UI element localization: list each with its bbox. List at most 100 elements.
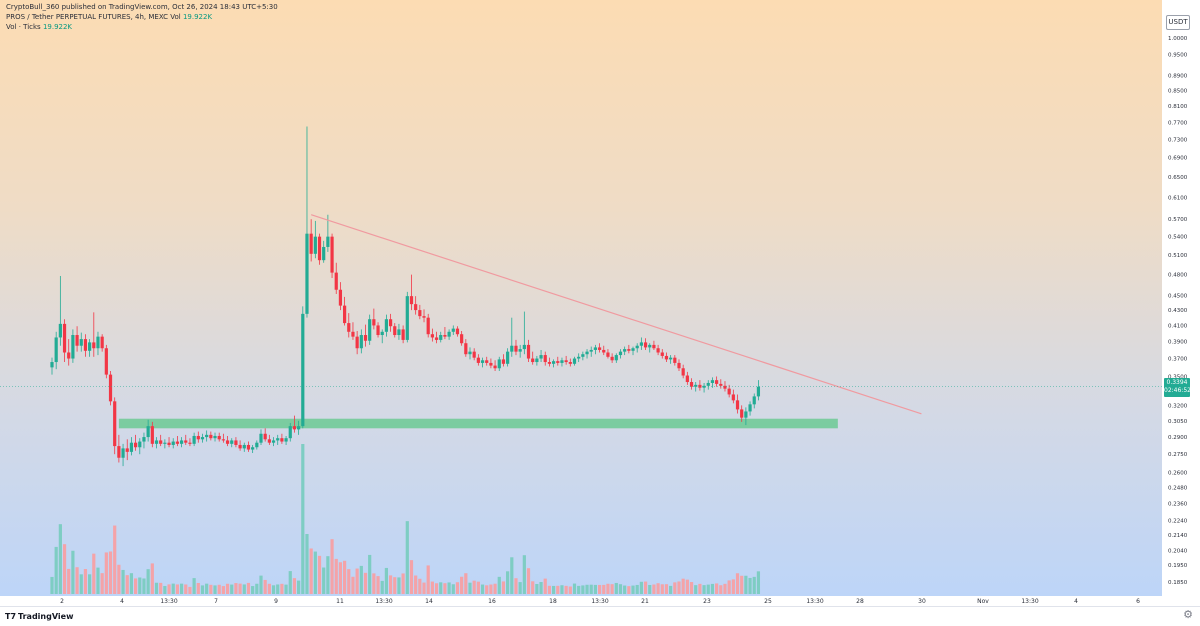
- volume-bar: [167, 584, 171, 594]
- candle: [284, 438, 288, 442]
- candle: [221, 439, 225, 441]
- volume-bar: [526, 568, 531, 594]
- volume-bar: [623, 585, 627, 594]
- price-tick-label: 0.3500: [1168, 374, 1188, 380]
- volume-bar: [334, 558, 338, 594]
- time-tick-label: 25: [764, 598, 772, 605]
- volume-bar: [631, 585, 635, 594]
- volume-bar: [292, 578, 297, 594]
- price-tick-label: 0.2040: [1168, 548, 1188, 554]
- volume-bar: [589, 584, 593, 594]
- candle: [338, 289, 343, 306]
- time-tick-label: 30: [918, 598, 926, 605]
- volume-bar: [363, 572, 368, 594]
- candle: [669, 357, 673, 360]
- time-tick-label: 11: [336, 598, 344, 605]
- volume-bar: [79, 574, 83, 594]
- candle: [255, 442, 259, 448]
- support-zone: [118, 418, 838, 429]
- candle: [251, 447, 255, 450]
- candle: [694, 384, 698, 387]
- publish-info: CryptoBull_360 published on TradingView.…: [6, 3, 278, 11]
- volume-bar: [225, 583, 230, 594]
- volume-bar: [543, 578, 547, 594]
- price-axis[interactable]: [1162, 0, 1200, 596]
- candle: [719, 383, 723, 386]
- symbol-legend[interactable]: PROS / Tether PERPETUAL FUTURES, 4h, MEX…: [6, 13, 212, 21]
- volume-bar: [464, 573, 468, 594]
- time-tick-label: 13:30: [591, 598, 608, 605]
- price-tick-label: 0.2750: [1168, 452, 1188, 458]
- volume-bar: [702, 585, 706, 594]
- time-tick-label: 23: [703, 598, 711, 605]
- volume-bar: [108, 551, 113, 594]
- volume-bar: [451, 584, 455, 594]
- volume-bar: [234, 583, 238, 594]
- volume-bar: [535, 584, 539, 594]
- volume-bar: [447, 582, 451, 594]
- candle: [556, 361, 560, 363]
- candle: [108, 374, 113, 402]
- currency-badge[interactable]: USDT: [1166, 15, 1190, 30]
- volume-bar: [297, 580, 301, 594]
- volume-bar: [163, 585, 167, 594]
- candle: [146, 426, 150, 438]
- time-tick-label: 2: [60, 598, 64, 605]
- candle: [209, 434, 213, 439]
- volume-bar: [347, 569, 351, 594]
- volume-bar: [205, 583, 209, 594]
- candle: [552, 361, 556, 364]
- volume-bar: [752, 576, 756, 594]
- tradingview-logo[interactable]: T7 TradingView: [5, 612, 73, 621]
- candle: [259, 433, 263, 443]
- volume-bar: [129, 573, 134, 594]
- volume-bar: [96, 567, 100, 594]
- volume-bar: [54, 546, 58, 594]
- volume-bar: [159, 582, 163, 594]
- volume-bar: [727, 580, 731, 594]
- volume-bar: [618, 584, 623, 594]
- volume-bar: [171, 583, 175, 594]
- volume-bar: [748, 577, 752, 594]
- price-tick-label: 0.4100: [1168, 323, 1188, 329]
- candle: [79, 339, 83, 346]
- candle: [756, 386, 761, 397]
- volume-bar: [455, 582, 460, 594]
- candle: [535, 358, 539, 363]
- volume-bar: [251, 586, 255, 594]
- volume-bar: [351, 576, 355, 594]
- volume-bar: [184, 584, 188, 594]
- volume-bar: [480, 584, 485, 594]
- volume-bar: [384, 567, 388, 594]
- plot-area[interactable]: [0, 0, 1162, 596]
- symbol-vol-label: Vol: [170, 13, 181, 21]
- candle: [593, 347, 597, 350]
- volume-bar: [330, 539, 334, 594]
- candle: [418, 310, 422, 317]
- volume-bar: [313, 551, 317, 594]
- volume-bar: [514, 578, 518, 594]
- price-tick-label: 0.5400: [1168, 235, 1188, 241]
- volume-bar: [50, 576, 54, 594]
- candle: [230, 440, 234, 444]
- volume-bar: [434, 583, 439, 594]
- volume-legend[interactable]: Vol · Ticks 19.922K: [6, 23, 72, 31]
- time-tick-label: 4: [120, 598, 124, 605]
- candle: [568, 362, 572, 364]
- price-tick-label: 0.8900: [1168, 74, 1188, 80]
- volume-bar: [518, 582, 522, 594]
- gear-icon[interactable]: ⚙: [1183, 608, 1193, 621]
- volume-bar: [67, 568, 71, 594]
- price-tick-label: 0.7300: [1168, 137, 1188, 143]
- volume-bar: [660, 584, 664, 594]
- candle: [368, 319, 372, 341]
- volume-bar: [497, 576, 501, 594]
- candle: [735, 400, 740, 410]
- time-tick-label: 21: [641, 598, 649, 605]
- volume-bar: [92, 553, 96, 594]
- price-tick-label: 0.2240: [1168, 518, 1188, 524]
- volume-bar: [83, 569, 88, 594]
- candle: [213, 435, 217, 439]
- candle: [643, 342, 648, 348]
- volume-bar: [380, 580, 384, 594]
